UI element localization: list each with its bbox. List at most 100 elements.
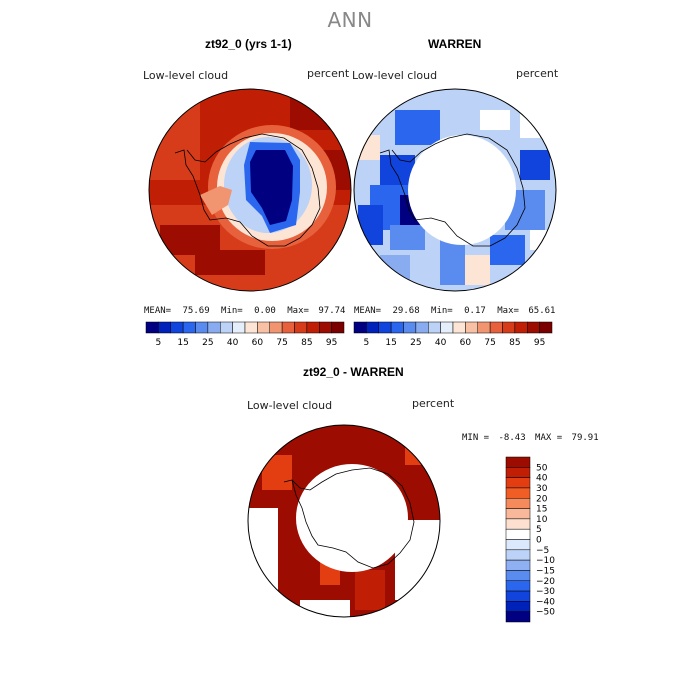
panel1-colorbar-swatch — [195, 321, 209, 334]
panel1-colorbar-swatch — [220, 321, 233, 334]
panel1-colorbar-swatch — [306, 321, 320, 334]
panel2-frame — [353, 88, 557, 292]
panel1-colorbar-tick-label: 85 — [301, 338, 312, 348]
panel2-colorbar-tick-label: 95 — [534, 338, 545, 348]
panel2-max: 65.61 — [528, 306, 556, 316]
panel3-min: -8.43 — [498, 433, 526, 443]
panel2-field-label: Low-level cloud — [352, 69, 438, 82]
panel2-stats: MEAN= 29.68 Min= 0.17 Max= 65.61 — [354, 306, 555, 316]
panel1-colorbar-tick-label: 25 — [202, 338, 213, 348]
panel2-colorbar-tick-label: 5 — [364, 338, 370, 348]
panel1-colorbar-swatch — [244, 321, 258, 334]
panel1-mean: 75.69 — [182, 306, 210, 316]
panel3-colorbar-tick-label: −20 — [536, 577, 555, 587]
panel3-colorbar-swatch — [505, 611, 531, 623]
panel3-colorbar-swatch — [505, 477, 531, 489]
panel3-min-label: MIN = — [462, 433, 490, 443]
panel3-max-label: MAX = — [535, 433, 563, 443]
panel1-max-label: Max= — [287, 306, 309, 316]
panel2-colorbar-tick-label: 40 — [435, 338, 447, 348]
panel3-colorbar-tick-label: −15 — [536, 566, 555, 576]
panel3-frame — [247, 424, 441, 618]
panel3-colorbar-tick-label: −5 — [536, 546, 549, 556]
panel3-colorbar-swatch — [505, 456, 531, 468]
panel2-colorbar-swatch — [403, 321, 417, 334]
panel2-colorbar-swatch — [390, 321, 404, 334]
panel3-colorbar-swatch — [505, 518, 531, 530]
panel2-colorbar-swatch — [539, 321, 553, 334]
panel2-colorbar-swatch — [489, 321, 503, 334]
panel2-min: 0.17 — [464, 306, 486, 316]
panel1-colorbar-tick-label: 95 — [326, 338, 337, 348]
panel3-colorbar-swatch — [505, 590, 531, 602]
panel1-colorbar-tick-label: 60 — [252, 338, 264, 348]
panel2-colorbar-swatch — [428, 321, 441, 334]
panel2-mean-label: MEAN= — [354, 306, 382, 316]
panel1-colorbar-swatch — [281, 321, 295, 334]
panel3-map — [247, 424, 441, 618]
panel1-colorbar-swatch — [269, 321, 283, 334]
panel3-colorbar-tick-label: 30 — [536, 484, 548, 494]
panel1-colorbar-tick-label: 75 — [276, 338, 287, 348]
panel3-stats: MIN = -8.43 MAX = 79.91 — [462, 433, 599, 443]
panel2-colorbar: 5 15 25 40 60 75 85 95 — [353, 321, 553, 348]
panel3-colorbar-swatch — [505, 498, 531, 509]
panel1-stats: MEAN= 75.69 Min= 0.00 Max= 97.74 — [144, 306, 345, 316]
panel2-colorbar-tick-label: 60 — [460, 338, 472, 348]
panel1-colorbar-tick-label: 15 — [177, 338, 188, 348]
panel2-colorbar-swatch — [415, 321, 429, 334]
panel1-colorbar-swatch — [257, 321, 270, 334]
panel1-colorbar-swatch — [319, 321, 332, 334]
panel2-colorbar-swatch — [378, 321, 392, 334]
panel1-min: 0.00 — [254, 306, 276, 316]
panel3-colorbar-swatch — [505, 508, 531, 520]
panel2-colorbar-tick-label: 25 — [410, 338, 421, 348]
panel2-max-label: Max= — [497, 306, 519, 316]
panel3-colorbar-tick-label: 0 — [536, 536, 542, 546]
panel3-field-label: Low-level cloud — [247, 399, 333, 412]
panel2-colorbar-swatch — [514, 321, 528, 334]
panel3-colorbar-swatch — [505, 467, 531, 478]
panel2-coastline — [379, 133, 526, 247]
panel1-field-label: Low-level cloud — [143, 69, 229, 82]
panel1-mean-label: MEAN= — [144, 306, 172, 316]
panel1-colorbar-swatch — [170, 321, 184, 334]
panel1-map — [148, 88, 352, 292]
panel3-colorbar-tick-label: −10 — [536, 556, 555, 566]
panel3-max: 79.91 — [571, 433, 599, 443]
panel1-coastline — [174, 133, 321, 247]
panel3-colorbar-tick-label: 40 — [536, 474, 548, 484]
panel2-mean: 29.68 — [392, 306, 420, 316]
panel2-colorbar-swatch — [440, 321, 454, 334]
panel1-colorbar-swatch — [207, 321, 221, 334]
panel3-colorbar-swatch — [505, 549, 531, 561]
panel3-colorbar-swatch — [505, 539, 531, 551]
panel3-title: zt92_0 - WARREN — [303, 365, 404, 379]
panel2-title: WARREN — [428, 37, 482, 51]
panel1-frame — [148, 88, 352, 292]
panel3-colorbar-tick-label: −40 — [536, 597, 555, 607]
panel2-map — [353, 88, 557, 292]
panel1-min-label: Min= — [221, 306, 243, 316]
panel2-colorbar-swatch — [465, 321, 478, 334]
panel3-colorbar-swatch — [505, 487, 531, 499]
panel2-colorbar-tick-label: 85 — [509, 338, 520, 348]
panel1-colorbar-tick-label: 40 — [227, 338, 239, 348]
panel2-colorbar-swatch — [502, 321, 516, 334]
panel1-colorbar-swatch — [158, 321, 171, 334]
panel2-colorbar-tick-label: 15 — [385, 338, 396, 348]
panel2-units: percent — [516, 67, 559, 80]
panel2-colorbar-swatch — [527, 321, 540, 334]
panel1-colorbar-swatch — [232, 321, 246, 334]
panel3-colorbar-tick-label: −30 — [536, 587, 555, 597]
panel3-colorbar-swatch — [505, 528, 531, 540]
panel1-colorbar-swatch — [145, 321, 159, 334]
panel3-units: percent — [412, 397, 455, 410]
panel3-colorbar-tick-label: 5 — [536, 525, 542, 535]
panel3-colorbar-tick-label: 15 — [536, 505, 547, 515]
panel3-colorbar-swatch — [505, 570, 531, 581]
panel1-colorbar-swatch — [331, 321, 345, 334]
panel1-colorbar-tick-label: 5 — [156, 338, 162, 348]
